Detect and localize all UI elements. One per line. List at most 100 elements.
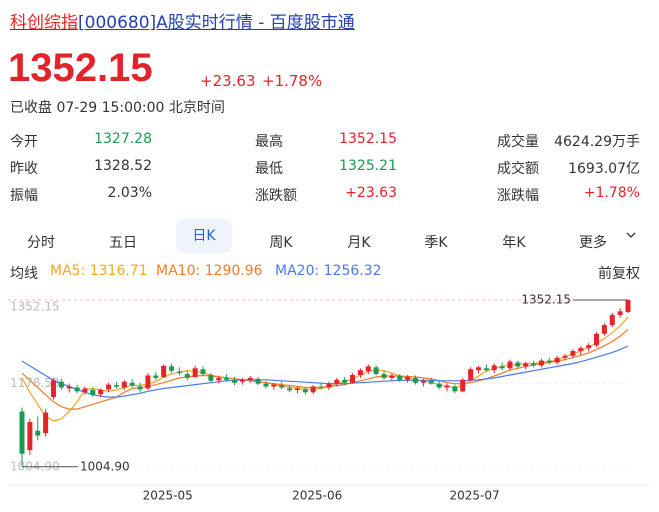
candle-body bbox=[35, 430, 41, 436]
stat-value: 4624.29万手 bbox=[554, 134, 640, 150]
candle-body bbox=[121, 381, 127, 388]
candle-body bbox=[491, 365, 497, 371]
tab[interactable]: 五日 bbox=[109, 235, 137, 251]
candle-body bbox=[562, 355, 568, 358]
candle-body bbox=[200, 369, 206, 375]
tab[interactable]: 月K bbox=[347, 235, 371, 251]
stat-label: 最低 bbox=[255, 161, 283, 177]
candle-body bbox=[113, 385, 119, 387]
tab[interactable]: 季K bbox=[424, 235, 448, 251]
x-tick-label: 2025-06 bbox=[292, 489, 342, 503]
candle-body bbox=[129, 382, 135, 386]
candle-body bbox=[255, 378, 261, 384]
candle-body bbox=[74, 387, 80, 392]
stat-value: 1328.52 bbox=[94, 158, 152, 174]
tab[interactable]: 日K bbox=[176, 219, 232, 253]
adjust[interactable]: 前复权 bbox=[598, 266, 640, 282]
tab[interactable]: 更多 bbox=[579, 235, 607, 251]
low-marker-label: 1004.90 bbox=[80, 459, 130, 473]
title-rest[interactable]: [000680]A股实时行情 - 百度股市通 bbox=[78, 13, 355, 33]
candle-body bbox=[239, 379, 245, 382]
candle-body bbox=[98, 389, 104, 395]
candle-body bbox=[27, 422, 33, 450]
candle-body bbox=[381, 374, 387, 378]
candle-body bbox=[137, 386, 143, 390]
title-name[interactable]: 科创综指 bbox=[10, 13, 78, 33]
stat-label: 振幅 bbox=[10, 188, 38, 204]
candle-body bbox=[578, 348, 584, 351]
x-tick-label: 2025-05 bbox=[143, 489, 193, 503]
stat-value: 1693.07亿 bbox=[568, 161, 640, 177]
candle-body bbox=[350, 375, 356, 383]
stat-value: +23.63 bbox=[345, 185, 397, 201]
candle-body bbox=[318, 386, 324, 388]
candle-body bbox=[176, 371, 182, 374]
candle-body bbox=[279, 385, 285, 388]
candle-body bbox=[546, 360, 552, 363]
price: 1352.15 bbox=[8, 46, 153, 90]
candle-body bbox=[287, 388, 293, 391]
stat-label: 涨跌额 bbox=[255, 188, 297, 204]
change-pct: +1.78% bbox=[262, 72, 323, 90]
candle-body bbox=[405, 376, 411, 380]
candle-body bbox=[90, 389, 96, 395]
indicator-label: 均线 bbox=[10, 266, 38, 282]
ma-line bbox=[21, 345, 629, 398]
candle-body bbox=[554, 357, 560, 363]
candle-body bbox=[145, 375, 151, 389]
candle-body bbox=[594, 333, 600, 346]
candle-body bbox=[515, 362, 521, 367]
stat-label: 成交量 bbox=[497, 134, 539, 150]
candle-body bbox=[468, 369, 474, 380]
candle-body bbox=[106, 384, 112, 390]
candle-body bbox=[271, 384, 277, 387]
candle-body bbox=[263, 383, 269, 387]
candle-body bbox=[601, 325, 607, 334]
candle-body bbox=[19, 411, 25, 454]
tab[interactable]: 年K bbox=[502, 235, 526, 251]
candle-body bbox=[192, 368, 198, 377]
stat-label: 最高 bbox=[255, 134, 283, 150]
candle-body bbox=[397, 375, 403, 380]
stat-label: 成交额 bbox=[497, 161, 539, 177]
page-title[interactable]: 科创综指[000680]A股实时行情 - 百度股市通 bbox=[10, 8, 355, 33]
candle-body bbox=[310, 386, 316, 393]
legend-entry: MA5: 1316.71 bbox=[50, 263, 148, 279]
stat-value: 1325.21 bbox=[339, 158, 397, 174]
candle-body bbox=[444, 385, 450, 388]
stat-value: 1352.15 bbox=[339, 131, 397, 147]
tab[interactable]: 分时 bbox=[27, 235, 55, 251]
candle-body bbox=[460, 379, 466, 392]
status: 已收盘 07-29 15:00:00 北京时间 bbox=[10, 100, 225, 116]
candle-body bbox=[625, 300, 631, 312]
candle-body bbox=[43, 412, 49, 434]
candle-body bbox=[184, 374, 190, 378]
candle-body bbox=[153, 375, 159, 378]
candle-body bbox=[82, 388, 88, 393]
candle-body bbox=[334, 379, 340, 384]
stat-value: 1327.28 bbox=[94, 131, 152, 147]
stat-value: 2.03% bbox=[107, 185, 152, 201]
stat-label: 昨收 bbox=[10, 161, 38, 177]
candle-body bbox=[617, 311, 623, 315]
candle-body bbox=[231, 380, 237, 383]
candle-body bbox=[294, 388, 300, 390]
tab[interactable]: 周K bbox=[269, 235, 293, 251]
stat-value: +1.78% bbox=[583, 185, 640, 201]
candle-body bbox=[483, 368, 489, 371]
candle-body bbox=[609, 314, 615, 326]
chevron bbox=[626, 232, 636, 238]
candle-body bbox=[357, 370, 363, 376]
candle-body bbox=[523, 363, 529, 367]
candle-body bbox=[161, 365, 167, 377]
candle-body bbox=[428, 380, 434, 384]
candle-body bbox=[586, 345, 592, 349]
candle-body bbox=[365, 366, 371, 372]
candle-body bbox=[373, 367, 379, 375]
legend-entry: MA20: 1256.32 bbox=[275, 263, 382, 279]
ma-line bbox=[21, 316, 629, 422]
candle-body bbox=[538, 360, 544, 366]
candle-body bbox=[50, 380, 56, 398]
